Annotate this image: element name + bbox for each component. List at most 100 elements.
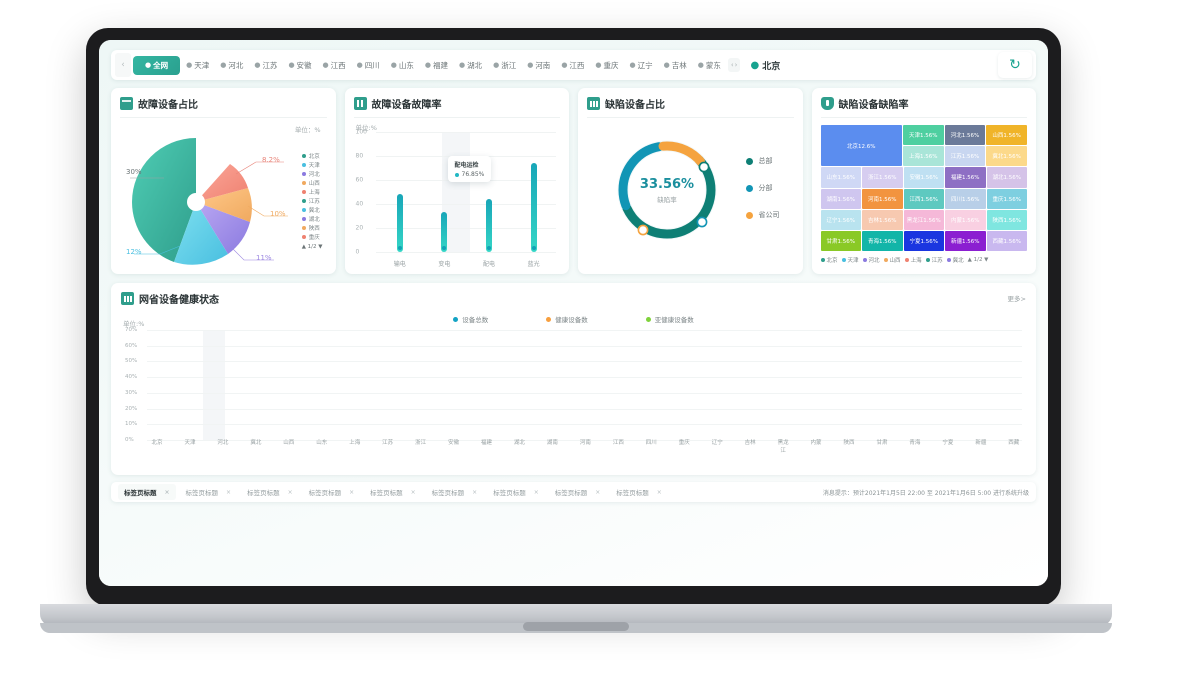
treemap-cell-山西[interactable]: 山西1.56% xyxy=(986,125,1028,146)
region-item-11[interactable]: ● 河南 xyxy=(522,57,555,74)
region-nav-bar[interactable]: ‹ ● 全网 ● 天津 ● 河北 ● 江苏 ● 安徽 ● 江西 ● 四川 ● 山东 ● 福建 ● 湖北 ● 浙江 ● 河南 ● 江… xyxy=(111,50,1036,80)
donut-svg[interactable] xyxy=(609,132,725,248)
treemap-cell-辽宁[interactable]: 辽宁1.56% xyxy=(820,209,861,230)
donut-legend-item-0[interactable]: 总部 xyxy=(745,156,780,166)
legend-item-0[interactable]: 北京 xyxy=(301,152,323,160)
donut-legend[interactable]: 总部 分部 省公司 xyxy=(745,156,780,220)
health-legend-item-0[interactable]: 设备总数 xyxy=(453,314,488,324)
health-legend[interactable]: 设备总数 健康设备数 亚健康设备数 xyxy=(121,314,1026,324)
tab-8[interactable]: 标签页标题 × xyxy=(610,484,668,500)
legend-pager[interactable]: ▲ 1/2 ▼ xyxy=(301,244,323,250)
treemap-cell-陕西[interactable]: 陕西1.56% xyxy=(986,209,1027,230)
region-item-4[interactable]: ● 安徽 xyxy=(283,57,316,74)
treemap-cell-上海[interactable]: 上海1.56% xyxy=(902,146,944,167)
donut-legend-item-2[interactable]: 省公司 xyxy=(745,210,780,220)
region-item-15[interactable]: ● 吉林 xyxy=(659,57,692,74)
close-icon[interactable]: × xyxy=(656,488,662,496)
treemap-cell-湖北[interactable]: 湖北1.56% xyxy=(986,167,1027,188)
treemap-cell-湖南[interactable]: 湖南1.56% xyxy=(820,188,861,209)
legend-item-5[interactable]: 江苏 xyxy=(301,197,323,205)
region-item-2[interactable]: ● 河北 xyxy=(215,57,248,74)
close-icon[interactable]: × xyxy=(287,488,293,496)
tab-7[interactable]: 标签页标题 × xyxy=(549,484,607,500)
legend-item-3[interactable]: 山西 xyxy=(301,179,323,187)
region-item-8[interactable]: ● 福建 xyxy=(420,57,453,74)
treemap-cell-安徽[interactable]: 安徽1.56% xyxy=(903,167,944,188)
treemap-cell-河南[interactable]: 河南1.56% xyxy=(862,188,903,209)
region-item-14[interactable]: ● 辽宁 xyxy=(625,57,658,74)
region-item-13[interactable]: ● 重庆 xyxy=(590,57,623,74)
region-item-9[interactable]: ● 湖北 xyxy=(454,57,487,74)
treemap-cell-宁夏[interactable]: 宁夏1.56% xyxy=(903,230,944,252)
close-icon[interactable]: × xyxy=(472,488,478,496)
region-item-1[interactable]: ● 天津 xyxy=(181,57,214,74)
refresh-icon[interactable]: ↻ xyxy=(998,52,1032,78)
treemap-legend-item-5[interactable]: 江苏 xyxy=(925,256,943,264)
region-item-6[interactable]: ● 四川 xyxy=(352,57,385,74)
treemap-legend-item-1[interactable]: 天津 xyxy=(841,256,859,264)
pager-right-icon[interactable]: › xyxy=(734,61,738,69)
legend-item-2[interactable]: 河北 xyxy=(301,170,323,178)
chevron-left-icon[interactable]: ‹ xyxy=(115,53,131,77)
treemap-legend-item-4[interactable]: 上海 xyxy=(904,256,922,264)
treemap-cell-内蒙[interactable]: 内蒙1.56% xyxy=(945,209,986,230)
bar-1[interactable] xyxy=(441,212,448,252)
treemap-cell-江苏[interactable]: 江苏1.56% xyxy=(944,146,986,167)
region-item-0[interactable]: ● 全网 xyxy=(133,55,181,75)
treemap-cell-四川[interactable]: 四川1.56% xyxy=(945,188,986,209)
health-bar-series[interactable] xyxy=(149,330,1022,440)
legend-item-9[interactable]: 重庆 xyxy=(301,233,323,241)
treemap-cell-河北[interactable]: 河北1.56% xyxy=(944,125,986,146)
bar-series[interactable] xyxy=(378,132,557,252)
close-icon[interactable]: × xyxy=(533,488,539,496)
region-pager[interactable]: ‹ › xyxy=(727,58,741,72)
treemap-cell-冀北[interactable]: 冀北1.56% xyxy=(986,146,1028,167)
treemap-cell-山东[interactable]: 山东1.56% xyxy=(820,167,861,188)
region-item-5[interactable]: ● 江西 xyxy=(318,57,351,74)
tab-6[interactable]: 标签页标题 × xyxy=(487,484,545,500)
tab-4[interactable]: 标签页标题 × xyxy=(364,484,422,500)
treemap-legend[interactable]: 北京 天津 河北 山西 上海 江苏 冀北 ▲ 1/2 ▼ xyxy=(820,256,1028,264)
tab-3[interactable]: 标签页标题 × xyxy=(303,484,361,500)
tab-5[interactable]: 标签页标题 × xyxy=(426,484,484,500)
legend-item-8[interactable]: 陕西 xyxy=(301,224,323,232)
treemap-cell-西藏[interactable]: 西藏1.56% xyxy=(986,230,1027,252)
treemap-cell-beijing[interactable]: 北京12.6% xyxy=(820,125,902,167)
region-item-10[interactable]: ● 浙江 xyxy=(488,57,521,74)
legend-item-4[interactable]: 上海 xyxy=(301,188,323,196)
tab-1[interactable]: 标签页标题 × xyxy=(180,484,238,500)
close-icon[interactable]: × xyxy=(226,488,232,496)
treemap-cell-江西[interactable]: 江西1.56% xyxy=(903,188,944,209)
close-icon[interactable]: × xyxy=(349,488,355,496)
close-icon[interactable]: × xyxy=(164,488,170,496)
region-item-7[interactable]: ● 山东 xyxy=(386,57,419,74)
region-item-12[interactable]: ● 江西 xyxy=(556,57,589,74)
more-link[interactable]: 更多> xyxy=(1007,295,1026,303)
selected-region[interactable]: ● 北京 xyxy=(742,56,788,75)
health-legend-item-1[interactable]: 健康设备数 xyxy=(546,314,588,324)
region-item-16[interactable]: ● 蒙东 xyxy=(693,57,726,74)
treemap-legend-item-0[interactable]: 北京 xyxy=(820,256,838,264)
treemap-cell-重庆[interactable]: 重庆1.56% xyxy=(986,188,1027,209)
pie-legend[interactable]: 北京 天津 河北 山西 上海 江苏 冀北 湖北 陕西 重庆 ▲ 1/2 ▼ xyxy=(301,152,323,250)
defect-rate-treemap[interactable]: 北京12.6% 天津1.56% 河北1.56% 山西1.56% 上海1.56% 江苏1.5… xyxy=(820,125,1028,252)
treemap-cell-甘肃[interactable]: 甘肃1.56% xyxy=(820,230,861,252)
treemap-cell-新疆[interactable]: 新疆1.56% xyxy=(945,230,986,252)
bar-0[interactable] xyxy=(396,194,403,252)
bar-3[interactable] xyxy=(530,163,537,252)
tab-0[interactable]: 标签页标题 × xyxy=(118,484,176,500)
legend-item-7[interactable]: 湖北 xyxy=(301,215,323,223)
legend-item-6[interactable]: 冀北 xyxy=(301,206,323,214)
treemap-cell-天津[interactable]: 天津1.56% xyxy=(902,125,944,146)
treemap-cell-黑龙江[interactable]: 黑龙江1.56% xyxy=(903,209,944,230)
treemap-legend-item-2[interactable]: 河北 xyxy=(862,256,880,264)
region-item-3[interactable]: ● 江苏 xyxy=(249,57,282,74)
treemap-cell-福建[interactable]: 福建1.56% xyxy=(945,167,986,188)
treemap-cell-吉林[interactable]: 吉林1.56% xyxy=(862,209,903,230)
health-legend-item-2[interactable]: 亚健康设备数 xyxy=(645,314,694,324)
treemap-legend-pager[interactable]: ▲ 1/2 ▼ xyxy=(967,257,989,263)
treemap-cell-青海[interactable]: 青海1.56% xyxy=(862,230,903,252)
close-icon[interactable]: × xyxy=(595,488,601,496)
treemap-legend-item-6[interactable]: 冀北 xyxy=(946,256,964,264)
close-icon[interactable]: × xyxy=(410,488,416,496)
